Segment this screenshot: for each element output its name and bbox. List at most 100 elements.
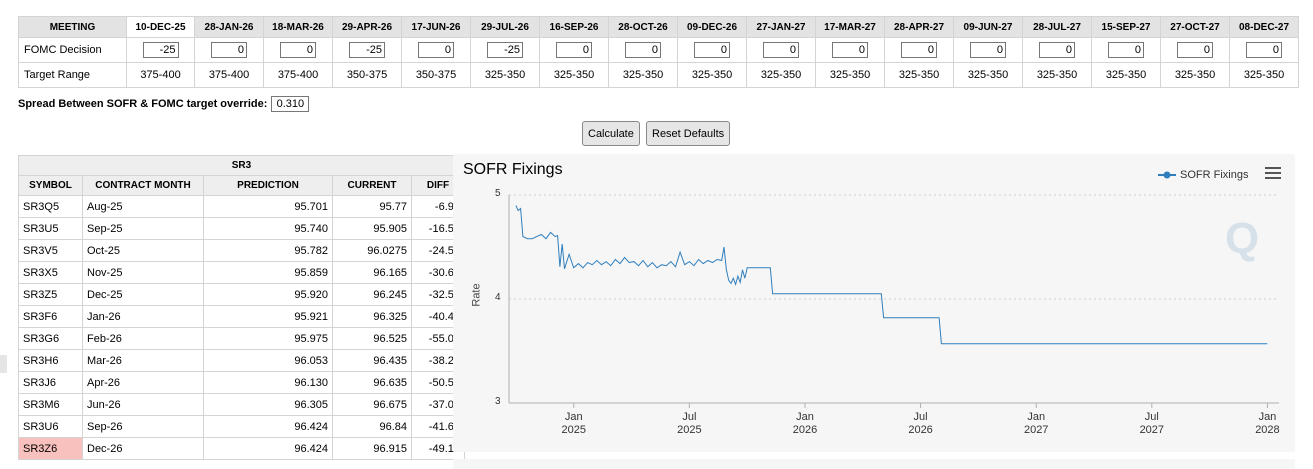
x-tick-label: Jan 2026 xyxy=(785,411,825,437)
fomc-decision-cell xyxy=(401,37,471,63)
fomc-decision-input[interactable] xyxy=(556,42,592,58)
meeting-date-header: 09-JUN-27 xyxy=(953,16,1023,38)
target-range-cell: 325-350 xyxy=(608,62,678,88)
fomc-decision-input[interactable] xyxy=(487,42,523,58)
fomc-decision-cell xyxy=(884,37,954,63)
fomc-decision-input[interactable] xyxy=(1039,42,1075,58)
fomc-decision-cell xyxy=(332,37,402,63)
sr3-row: SR3G6 Feb-26 95.975 96.525 -55.00 xyxy=(18,327,465,350)
meeting-date-header: 29-JUL-26 xyxy=(470,16,540,38)
x-tick-year: 2025 xyxy=(561,424,586,436)
fomc-decision-input[interactable] xyxy=(901,42,937,58)
chart-title: SOFR Fixings xyxy=(463,161,563,178)
fomc-decision-cell xyxy=(1229,37,1299,63)
fomc-decision-input[interactable] xyxy=(625,42,661,58)
symbol-cell: SR3G6 xyxy=(18,327,83,350)
current-cell: 96.325 xyxy=(332,305,412,328)
target-range-cell: 325-350 xyxy=(884,62,954,88)
fomc-decision-input[interactable] xyxy=(418,42,454,58)
fomc-decision-cell xyxy=(194,37,264,63)
target-range-cell: 325-350 xyxy=(1091,62,1161,88)
fomc-decision-input[interactable] xyxy=(970,42,1006,58)
symbol-cell: SR3U5 xyxy=(18,217,83,240)
meeting-date-header: 27-JAN-27 xyxy=(746,16,816,38)
spread-input[interactable] xyxy=(271,96,310,112)
watermark-logo: Q xyxy=(1225,214,1260,263)
fomc-decision-input[interactable] xyxy=(1246,42,1282,58)
contract-month-cell: Sep-25 xyxy=(82,217,204,240)
sofr-fixings-line xyxy=(515,205,1268,345)
sr3-column-header: DIFF xyxy=(411,175,465,196)
current-cell: 96.0275 xyxy=(332,239,412,262)
reset-defaults-button[interactable]: Reset Defaults xyxy=(646,121,731,146)
fomc-decision-cell xyxy=(677,37,747,63)
fomc-decision-cell xyxy=(953,37,1023,63)
meeting-date-header: 09-DEC-26 xyxy=(677,16,747,38)
chart-legend[interactable]: SOFR Fixings xyxy=(1158,169,1248,181)
contract-month-cell: Apr-26 xyxy=(82,371,204,394)
x-tick-year: 2026 xyxy=(908,424,933,436)
second-chart-panel xyxy=(453,459,1295,469)
x-tick-month: Jul xyxy=(1144,411,1159,423)
symbol-cell: SR3H6 xyxy=(18,349,83,372)
fomc-decision-input[interactable] xyxy=(280,42,316,58)
x-tick-label: Jan 2027 xyxy=(1016,411,1056,437)
fomc-decision-cell xyxy=(263,37,333,63)
chart-menu-icon[interactable] xyxy=(1265,167,1281,182)
meeting-date-header: 18-MAR-26 xyxy=(263,16,333,38)
x-tick-month: Jan xyxy=(1027,411,1046,423)
current-cell: 96.915 xyxy=(332,437,412,460)
fomc-decision-input[interactable] xyxy=(694,42,730,58)
contract-month-cell: Sep-26 xyxy=(82,415,204,438)
legend-label: SOFR Fixings xyxy=(1180,169,1249,181)
x-tick-label: Jul 2025 xyxy=(669,411,709,437)
x-tick-year: 2025 xyxy=(677,424,702,436)
spread-label: Spread Between SOFR & FOMC target overri… xyxy=(18,98,268,110)
meeting-date-header: 28-JUL-27 xyxy=(1022,16,1092,38)
symbol-cell: SR3V5 xyxy=(18,239,83,262)
meeting-date-header: 29-APR-26 xyxy=(332,16,402,38)
target-range-cell: 325-350 xyxy=(677,62,747,88)
meeting-date-header: 16-SEP-26 xyxy=(539,16,609,38)
target-range-cell: 375-400 xyxy=(126,62,195,88)
target-range-cell: 325-350 xyxy=(470,62,540,88)
sr3-title: SR3 xyxy=(18,155,465,176)
current-cell: 96.635 xyxy=(332,371,412,394)
contract-month-cell: Mar-26 xyxy=(82,349,204,372)
sr3-row: SR3U5 Sep-25 95.740 95.905 -16.50 xyxy=(18,217,465,240)
contract-month-cell: Feb-26 xyxy=(82,327,204,350)
target-range-cell: 325-350 xyxy=(746,62,816,88)
prediction-cell: 95.920 xyxy=(203,283,333,306)
calculate-button[interactable]: Calculate xyxy=(582,121,640,146)
contract-month-cell: Dec-25 xyxy=(82,283,204,306)
current-cell: 96.84 xyxy=(332,415,412,438)
prediction-cell: 95.740 xyxy=(203,217,333,240)
contract-month-cell: Aug-25 xyxy=(82,195,204,218)
sr3-row: SR3Z6 Dec-26 96.424 96.915 -49.10 xyxy=(18,437,465,460)
current-cell: 96.245 xyxy=(332,283,412,306)
fomc-decision-input[interactable] xyxy=(1177,42,1213,58)
prediction-cell: 96.424 xyxy=(203,415,333,438)
fomc-decision-input[interactable] xyxy=(1108,42,1144,58)
fomc-decision-input[interactable] xyxy=(211,42,247,58)
target-range-cell: 325-350 xyxy=(1229,62,1299,88)
symbol-cell: SR3U6 xyxy=(18,415,83,438)
target-range-cell: 350-375 xyxy=(401,62,471,88)
fomc-decision-input[interactable] xyxy=(763,42,799,58)
prediction-cell: 95.975 xyxy=(203,327,333,350)
sr3-row: SR3F6 Jan-26 95.921 96.325 -40.40 xyxy=(18,305,465,328)
fomc-decision-input[interactable] xyxy=(832,42,868,58)
sr3-column-header: SYMBOL xyxy=(18,175,83,196)
prediction-cell: 96.305 xyxy=(203,393,333,416)
legend-marker-icon xyxy=(1158,171,1176,179)
x-tick-month: Jan xyxy=(564,411,583,423)
target-range-cell: 325-350 xyxy=(815,62,885,88)
target-range-cell: 350-375 xyxy=(332,62,402,88)
diff-cell: -30.60 xyxy=(411,261,465,284)
prediction-cell: 95.701 xyxy=(203,195,333,218)
sr3-row: SR3Z5 Dec-25 95.920 96.245 -32.50 xyxy=(18,283,465,306)
fomc-decision-input[interactable] xyxy=(349,42,385,58)
symbol-cell: SR3F6 xyxy=(18,305,83,328)
fomc-decision-input[interactable] xyxy=(142,42,179,58)
sr3-row: SR3H6 Mar-26 96.053 96.435 -38.20 xyxy=(18,349,465,372)
